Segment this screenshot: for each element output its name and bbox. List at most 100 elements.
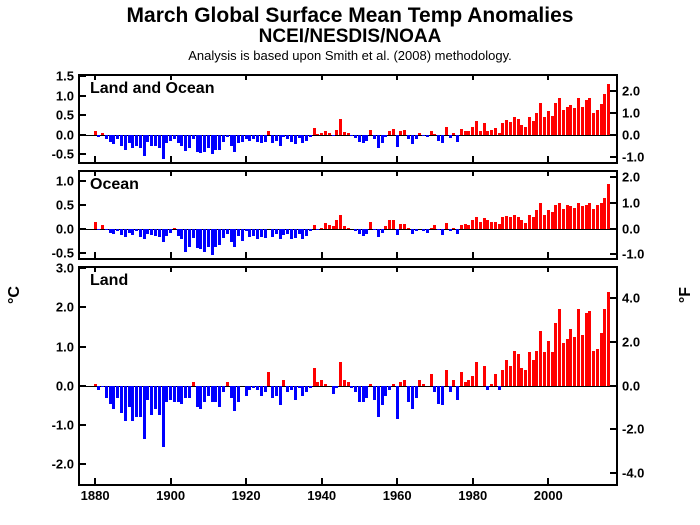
bar [233,135,236,153]
bar [430,228,433,229]
bar [143,229,146,239]
bar [490,130,493,135]
bar [426,229,429,233]
bar [585,100,588,134]
bar [275,135,278,141]
bar [460,225,463,229]
bar [184,386,187,398]
bar [112,135,115,145]
bar [441,135,444,144]
bar [316,382,319,386]
bar [309,135,312,137]
bar [94,384,97,386]
bar [214,386,217,402]
bar [445,223,448,229]
panel-label: Ocean [90,176,139,194]
bar [173,386,176,402]
bar [494,222,497,229]
bar [279,135,282,147]
bar [596,205,599,229]
bar [94,131,97,135]
bar [547,341,550,386]
bar [328,225,331,229]
bar [517,354,520,385]
bar [607,84,610,135]
bar [112,386,115,410]
ytick-f: 0.0 [616,128,640,143]
bar [509,366,512,386]
ytick-f: -1.0 [616,247,644,262]
bar [248,229,251,238]
bar [324,131,327,135]
bar [558,309,561,386]
bar [177,229,180,236]
bar [173,135,176,139]
bar [384,135,387,137]
bar [324,223,327,229]
xtick: 1940 [307,484,336,503]
bar [532,360,535,386]
bar [422,135,425,136]
bar [501,217,504,229]
bar [415,135,418,140]
bar [513,117,516,135]
bar [467,380,470,386]
bar [377,229,380,238]
bar [233,229,236,247]
bar [483,123,486,135]
bar [120,135,123,146]
bar [150,386,153,415]
bar [362,135,365,144]
bar [271,386,274,398]
bar [109,229,112,233]
bar [392,384,395,386]
bar [494,374,497,386]
bar [513,215,516,229]
bar [607,184,610,229]
bar [275,229,278,234]
bar [320,380,323,386]
bar [452,380,455,386]
bar [162,386,165,447]
bar [237,386,240,402]
ytick-c: -1.0 [52,418,80,433]
bar [230,135,233,146]
bar [211,135,214,155]
bar [256,229,259,239]
bar [501,123,504,135]
bar [365,386,368,398]
bar [245,386,248,396]
bar [547,210,550,229]
bar [362,386,365,402]
bar [116,386,119,398]
ytick-c: 0.0 [56,378,80,393]
bar [184,229,187,252]
bar [396,386,399,419]
ytick-c: 1.0 [56,174,80,189]
bar [573,208,576,229]
bar [290,229,293,239]
bar [154,229,157,236]
bar [335,130,338,135]
bar [418,133,421,135]
bar [573,337,576,386]
bar [517,119,520,135]
bar [384,386,387,396]
bar [298,386,301,388]
bar [226,229,229,234]
bar [498,133,501,135]
bar [513,351,516,386]
bar [452,228,455,229]
panel-ocean: Ocean-0.50.00.51.0-1.00.01.02.0 [78,170,618,260]
bar [558,203,561,229]
bar [505,120,508,135]
title-main: March Global Surface Mean Temp Anomalies [0,4,700,27]
bar [252,386,255,388]
bar [169,386,172,400]
ytick-c: 0.5 [56,108,80,123]
bar [365,229,368,234]
bar [475,362,478,386]
bar [177,386,180,402]
xtick: 1880 [81,484,110,503]
ytick-f: 2.0 [616,84,640,99]
